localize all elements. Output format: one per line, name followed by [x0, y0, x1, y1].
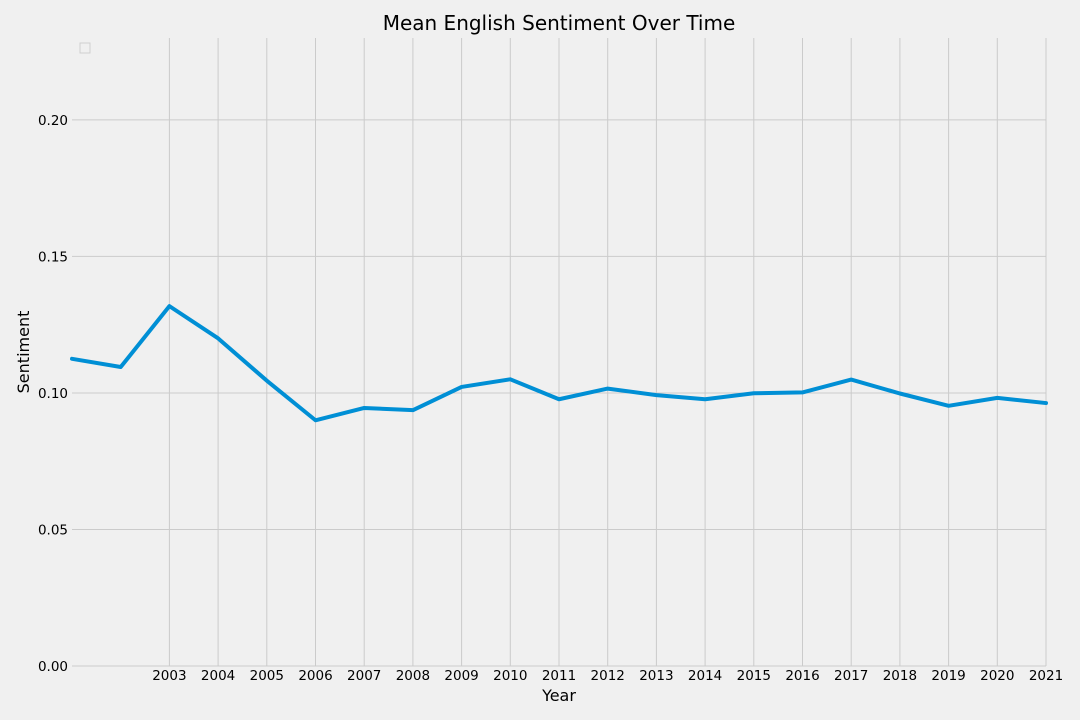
y-tick-label-1: 0.05 [38, 522, 68, 538]
x-tick-label-15: 2018 [883, 668, 917, 684]
legend-box [79, 42, 91, 54]
x-tick-label-9: 2012 [591, 668, 625, 684]
x-tick-label-5: 2008 [396, 668, 430, 684]
x-axis-label: Year [541, 686, 576, 705]
y-tick-label-3: 0.15 [38, 249, 68, 265]
x-tick-label-3: 2006 [298, 668, 332, 684]
x-tick-label-6: 2009 [444, 668, 478, 684]
x-tick-label-11: 2014 [688, 668, 722, 684]
x-tick-label-12: 2015 [737, 668, 771, 684]
y-tick-label-4: 0.20 [38, 113, 68, 129]
x-tick-label-14: 2017 [834, 668, 868, 684]
x-tick-label-4: 2007 [347, 668, 381, 684]
y-axis-label: Sentiment [14, 311, 33, 394]
chart-title: Mean English Sentiment Over Time [383, 11, 736, 35]
x-tick-label-0: 2003 [152, 668, 186, 684]
x-tick-label-10: 2013 [639, 668, 673, 684]
x-tick-label-7: 2010 [493, 668, 527, 684]
series-layer [70, 304, 1048, 423]
x-tick-label-18: 2021 [1029, 668, 1063, 684]
x-tick-label-1: 2004 [201, 668, 235, 684]
grid-layer [72, 38, 1047, 667]
tick-layer: 0.00 0.05 0.10 0.15 0.20 2003 2004 2005 2006 2007… [38, 113, 1063, 684]
x-tick-label-2: 2005 [250, 668, 284, 684]
x-tick-label-17: 2020 [980, 668, 1014, 684]
x-tick-label-13: 2016 [785, 668, 819, 684]
x-tick-label-8: 2011 [542, 668, 576, 684]
y-tick-label-2: 0.10 [38, 386, 68, 402]
x-tick-label-16: 2019 [931, 668, 965, 684]
y-tick-label-0: 0.00 [38, 659, 68, 675]
